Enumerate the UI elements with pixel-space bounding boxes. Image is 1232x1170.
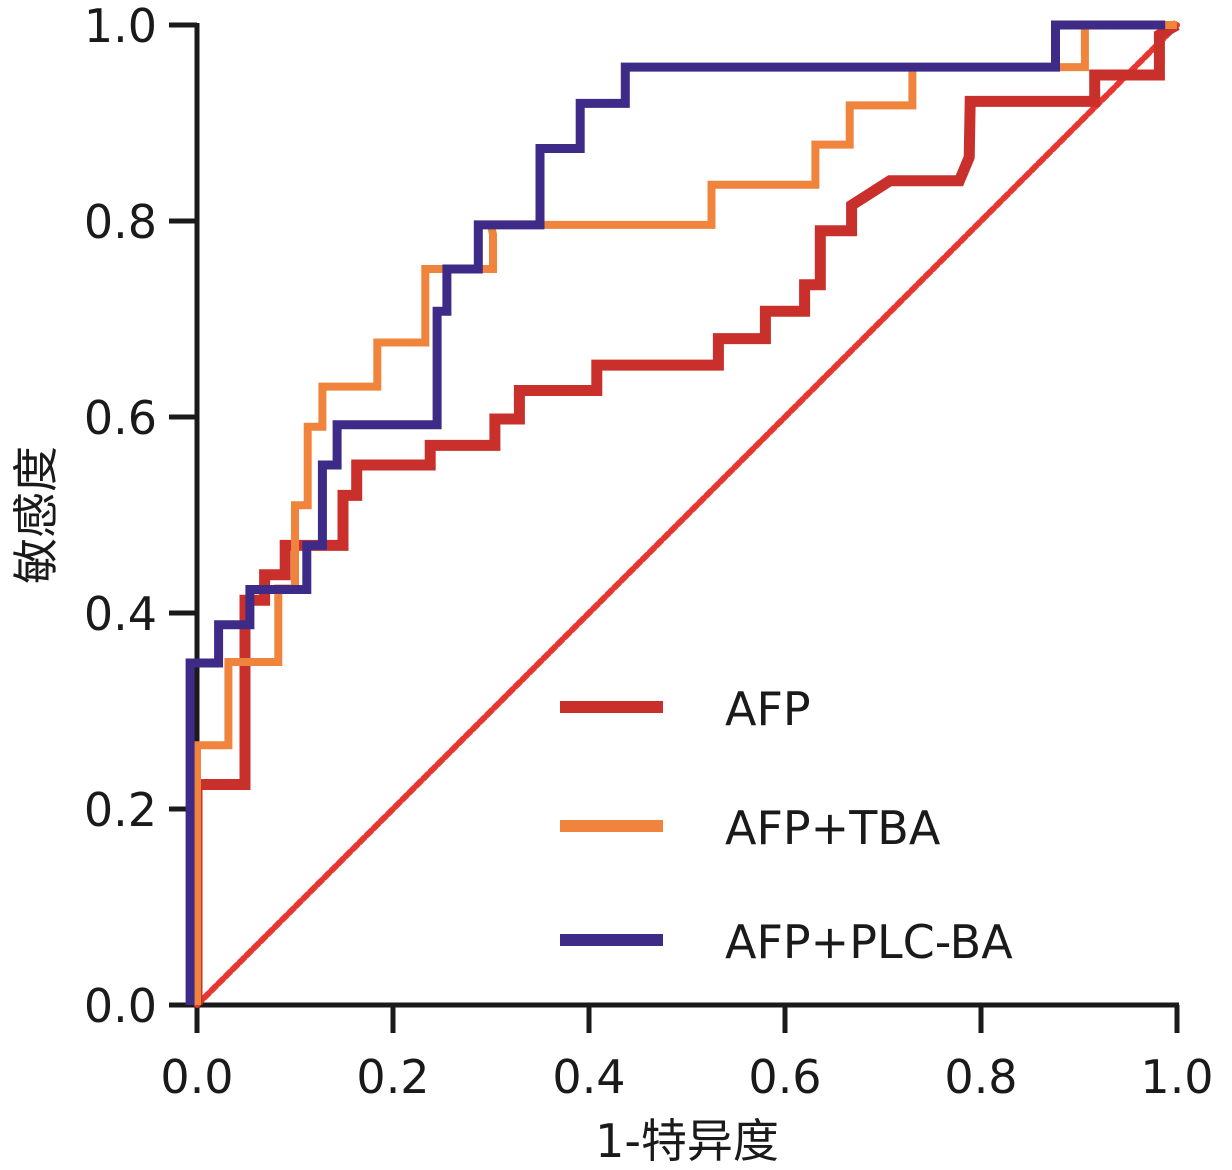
x-tick-label: 0.2 bbox=[356, 1050, 429, 1104]
y-tick-label: 0.4 bbox=[84, 587, 157, 641]
y-tick-label: 0.0 bbox=[84, 979, 157, 1033]
series-line-afp-plc-ba bbox=[185, 20, 1166, 1005]
legend: AFP AFP+TBA AFP+PLC-BA bbox=[560, 682, 1013, 969]
series-line-afp-tba bbox=[193, 21, 1177, 1005]
legend-item-afp: AFP bbox=[560, 682, 811, 736]
legend-item-afp-tba: AFP+TBA bbox=[560, 801, 941, 855]
x-axis-label: 1-特异度 bbox=[595, 1114, 779, 1168]
y-ticks: 0.0 0.2 0.4 0.6 0.8 1.0 bbox=[84, 0, 197, 1033]
x-tick-label: 0.4 bbox=[552, 1050, 625, 1104]
legend-item-afp-plc-ba: AFP+PLC-BA bbox=[560, 915, 1013, 969]
x-tick-label: 0.8 bbox=[944, 1050, 1017, 1104]
x-tick-label: 0.0 bbox=[160, 1050, 233, 1104]
y-tick-label: 1.0 bbox=[84, 0, 157, 53]
series-line-afp bbox=[191, 20, 1180, 1005]
series-line-reference bbox=[194, 22, 1180, 1008]
x-tick-label: 0.6 bbox=[748, 1050, 821, 1104]
y-tick-label: 0.2 bbox=[84, 783, 157, 837]
legend-label-afp-plc-ba: AFP+PLC-BA bbox=[725, 915, 1013, 969]
x-tick-label: 1.0 bbox=[1140, 1050, 1213, 1104]
legend-label-afp-tba: AFP+TBA bbox=[725, 801, 941, 855]
y-axis-label: 敏感度 bbox=[9, 446, 63, 584]
y-tick-label: 0.8 bbox=[84, 195, 157, 249]
axes: 0.0 0.2 0.4 0.6 0.8 1.0 0.0 0.2 0.4 0.6 0.8 1.0 bbox=[84, 0, 1214, 1104]
legend-label-afp: AFP bbox=[725, 682, 811, 736]
series-layer bbox=[185, 20, 1180, 1008]
x-ticks: 0.0 0.2 0.4 0.6 0.8 1.0 bbox=[160, 1005, 1214, 1104]
y-tick-label: 0.6 bbox=[84, 391, 157, 445]
